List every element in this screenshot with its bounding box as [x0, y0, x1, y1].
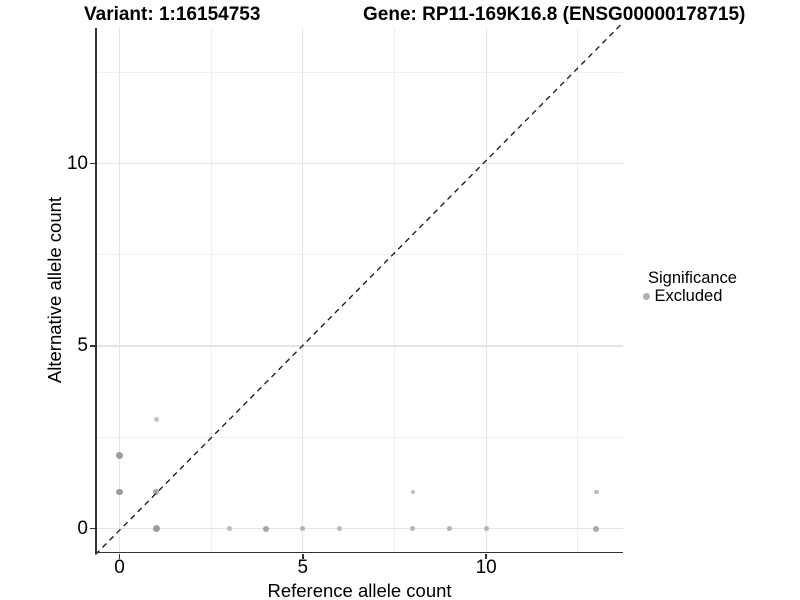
y-minor-gridline [96, 71, 623, 73]
data-point-x8-y1 [410, 489, 416, 495]
x-tick-mark [302, 553, 304, 559]
y-tick-mark [90, 345, 96, 347]
x-tick-mark [485, 553, 487, 559]
data-point-x3-y0 [227, 526, 232, 531]
x-tick-label: 5 [297, 557, 309, 578]
variant-title: Variant: 1:16154753 [84, 4, 261, 25]
x-axis-title: Reference allele count [267, 580, 452, 600]
y-minor-gridline [96, 254, 623, 256]
data-point-x8-y0 [410, 526, 416, 531]
data-point-x0-y2 [116, 452, 123, 459]
data-point-x0-y1 [116, 488, 123, 496]
y-tick-mark [90, 162, 96, 165]
y-axis-line [95, 28, 97, 554]
data-point-x1-y0 [152, 525, 160, 532]
data-point-x9-y0 [447, 526, 453, 531]
data-point-x1-y1 [152, 488, 160, 496]
x-major-gridline [485, 28, 487, 553]
y-major-gridline [96, 527, 623, 530]
y-minor-gridline [96, 436, 623, 438]
x-tick-label: 0 [114, 557, 125, 578]
y-tick-mark [90, 527, 96, 530]
data-point-x10-y0 [483, 526, 489, 531]
y-axis-title: Alternative allele count [44, 196, 65, 384]
x-minor-gridline [394, 28, 396, 553]
data-point-x6-y0 [337, 526, 342, 531]
x-axis-line [95, 551, 623, 554]
gene-title: Gene: RP11-169K16.8 (ENSG00000178715) [363, 4, 746, 25]
data-point-x5-y0 [300, 526, 306, 531]
data-point-x4-y0 [263, 525, 270, 532]
x-major-gridline [302, 28, 304, 553]
identity-dashed-line [95, 22, 623, 555]
x-tick-label: 10 [475, 557, 497, 578]
x-minor-gridline [577, 28, 579, 553]
legend-item-label: Excluded [654, 286, 723, 305]
legend-key-excluded-icon [643, 293, 650, 300]
y-major-gridline [96, 345, 623, 347]
data-point-x13-y0 [593, 525, 600, 532]
data-point-x13-y1 [593, 489, 599, 495]
legend-title: Significance [648, 269, 737, 287]
x-minor-gridline [210, 28, 212, 553]
y-tick-label: 10 [66, 152, 88, 174]
y-tick-label: 0 [77, 517, 88, 539]
y-tick-label: 5 [77, 335, 88, 356]
x-major-gridline [118, 28, 121, 553]
data-point-x1-y3 [153, 416, 159, 422]
x-tick-mark [118, 553, 121, 559]
y-major-gridline [96, 162, 623, 165]
